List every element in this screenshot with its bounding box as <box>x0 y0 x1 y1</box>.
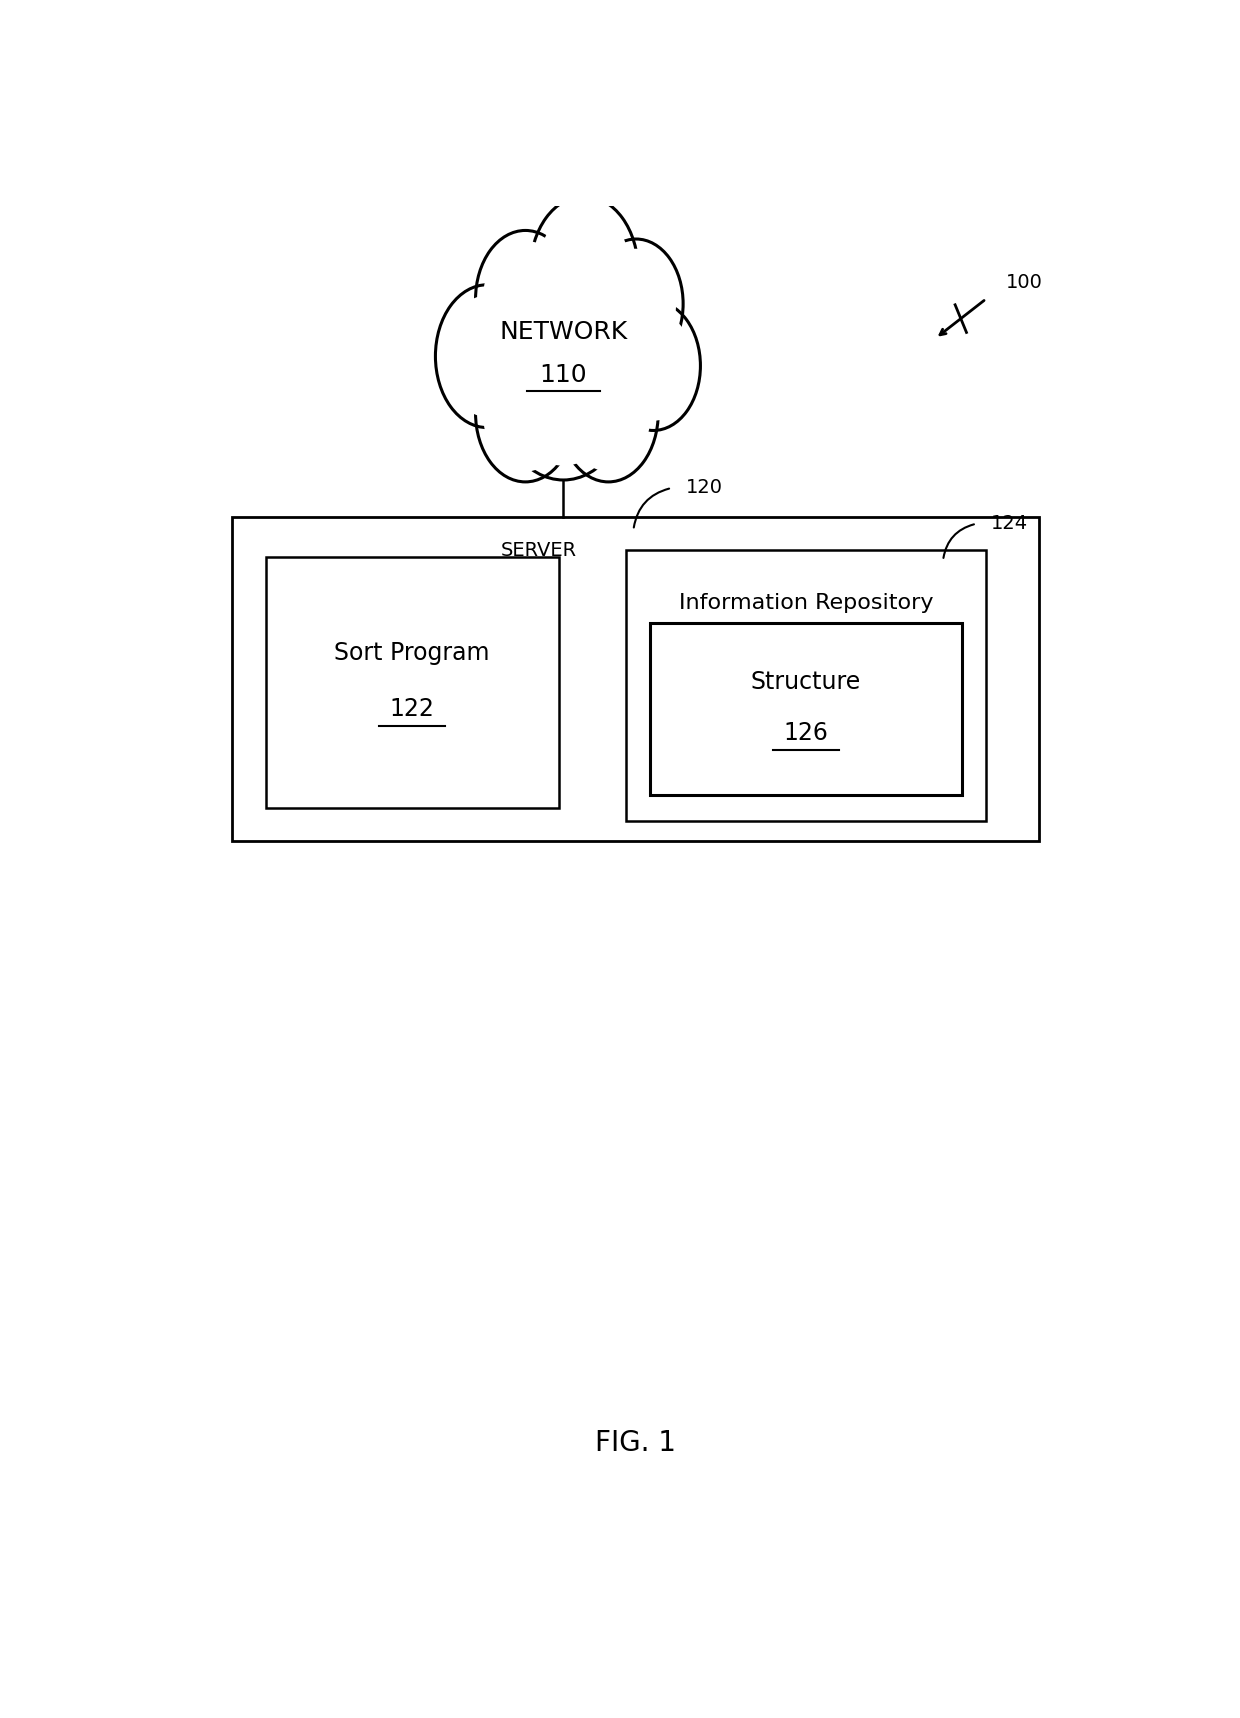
Circle shape <box>505 304 622 466</box>
Circle shape <box>606 301 701 431</box>
Circle shape <box>476 345 575 481</box>
Circle shape <box>443 295 532 417</box>
Text: 126: 126 <box>784 720 828 744</box>
Text: FIG. 1: FIG. 1 <box>595 1429 676 1457</box>
FancyBboxPatch shape <box>265 557 558 807</box>
Circle shape <box>476 230 575 368</box>
Text: Information Repository: Information Repository <box>678 593 934 613</box>
Text: 110: 110 <box>539 362 588 387</box>
Circle shape <box>484 241 568 357</box>
Text: Sort Program: Sort Program <box>335 641 490 665</box>
Circle shape <box>435 285 539 428</box>
Circle shape <box>558 345 658 481</box>
Circle shape <box>596 249 676 359</box>
Circle shape <box>484 356 568 472</box>
Circle shape <box>565 356 651 472</box>
FancyBboxPatch shape <box>232 517 1039 842</box>
Text: SERVER: SERVER <box>501 541 577 560</box>
Text: 100: 100 <box>1006 273 1043 292</box>
Text: NETWORK: NETWORK <box>500 320 627 344</box>
Text: 122: 122 <box>389 698 434 722</box>
Text: 120: 120 <box>686 478 723 498</box>
FancyBboxPatch shape <box>650 624 962 795</box>
Circle shape <box>531 196 639 345</box>
FancyBboxPatch shape <box>626 550 986 821</box>
Circle shape <box>614 311 693 421</box>
Text: 124: 124 <box>991 514 1028 533</box>
Circle shape <box>495 290 632 479</box>
Circle shape <box>589 239 683 369</box>
Text: Structure: Structure <box>751 670 862 694</box>
Circle shape <box>538 208 630 333</box>
